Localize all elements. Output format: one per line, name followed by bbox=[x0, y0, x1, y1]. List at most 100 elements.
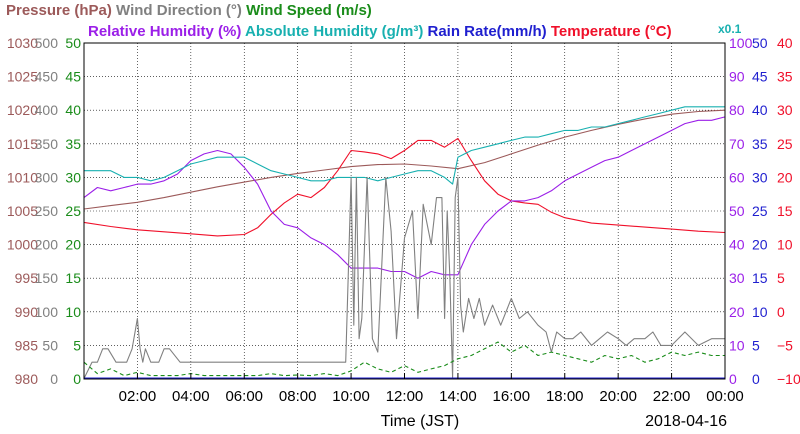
grid-lines bbox=[84, 43, 725, 379]
legend-row-2: Relative Humidity (%) Absolute Humidity … bbox=[88, 23, 672, 40]
y-tick-label: 0 bbox=[752, 371, 760, 387]
series-line bbox=[84, 106, 725, 185]
x-tick-label: 04:00 bbox=[172, 388, 210, 405]
y-tick-label: 30 bbox=[729, 270, 745, 286]
y-tick-label: 1005 bbox=[7, 203, 38, 219]
x-tick-label: 16:00 bbox=[493, 388, 531, 405]
legend-entry: Wind Direction (°) bbox=[112, 2, 242, 19]
y-tick-label: 350 bbox=[35, 136, 59, 152]
legend-entry: Absolute Humidity (g/m³) bbox=[241, 23, 423, 40]
y-tick-label: 0 bbox=[50, 371, 58, 387]
y-tick-label: 0 bbox=[777, 304, 785, 320]
y-tick-label: 5 bbox=[752, 337, 760, 353]
y-axes: 9809859909951000100510101015102010251030… bbox=[7, 35, 800, 387]
y-tick-label: 995 bbox=[15, 270, 39, 286]
y-tick-label: 50 bbox=[752, 35, 768, 51]
y-tick-label: 5 bbox=[777, 270, 785, 286]
y-tick-label: 1010 bbox=[7, 169, 38, 185]
y-tick-label: 15 bbox=[777, 203, 793, 219]
y-tick-label: 40 bbox=[777, 35, 793, 51]
y-tick-label: 25 bbox=[65, 203, 81, 219]
y-tick-label: 50 bbox=[65, 35, 81, 51]
y-tick-label: 10 bbox=[752, 304, 768, 320]
y-tick-label: 1025 bbox=[7, 69, 38, 85]
y-tick-label: 1030 bbox=[7, 35, 38, 51]
legend-entry: Pressure (hPa) bbox=[6, 2, 112, 19]
y-tick-label: 20 bbox=[729, 304, 745, 320]
y-tick-label: 1000 bbox=[7, 237, 38, 253]
y-tick-label: 20 bbox=[65, 237, 81, 253]
y-tick-label: 10 bbox=[777, 237, 793, 253]
multiplier-note: x0.1 bbox=[718, 22, 742, 36]
x-tick-label: 14:00 bbox=[439, 388, 477, 405]
x-tick-label: 02:00 bbox=[119, 388, 157, 405]
legend-entry: Rain Rate(mm/h) bbox=[423, 23, 546, 40]
x-tick-label: 20:00 bbox=[599, 388, 637, 405]
legend-entry: Temperature (°C) bbox=[547, 23, 672, 40]
series-line bbox=[83, 109, 726, 210]
y-tick-label: 100 bbox=[729, 35, 753, 51]
y-tick-label: 40 bbox=[65, 102, 81, 118]
series-line bbox=[83, 116, 726, 279]
date-label: 2018-04-16 bbox=[645, 413, 727, 430]
y-tick-label: 80 bbox=[729, 102, 745, 118]
y-tick-label: 20 bbox=[752, 237, 768, 253]
y-tick-label: 150 bbox=[35, 270, 59, 286]
y-tick-label: 10 bbox=[65, 304, 81, 320]
y-tick-label: 450 bbox=[35, 69, 59, 85]
y-tick-label: 90 bbox=[729, 69, 745, 85]
y-tick-label: 30 bbox=[65, 169, 81, 185]
x-tick-label: 22:00 bbox=[653, 388, 691, 405]
y-tick-label: −5 bbox=[777, 337, 793, 353]
x-tick-label: 10:00 bbox=[332, 388, 370, 405]
series-line bbox=[83, 137, 726, 237]
legend-entry: Relative Humidity (%) bbox=[88, 23, 241, 40]
y-tick-label: 50 bbox=[42, 337, 58, 353]
y-tick-label: 50 bbox=[729, 203, 745, 219]
y-tick-label: 15 bbox=[65, 270, 81, 286]
y-tick-label: 0 bbox=[729, 371, 737, 387]
y-tick-label: 250 bbox=[35, 203, 59, 219]
y-tick-label: 5 bbox=[73, 337, 81, 353]
y-tick-label: 35 bbox=[777, 69, 793, 85]
x-axis: 02:00 04:00 06:00 08:00 10:00 12:00 14:00 16:00… bbox=[119, 373, 744, 405]
x-tick-label: 12:00 bbox=[386, 388, 424, 405]
y-tick-label: 990 bbox=[15, 304, 39, 320]
y-tick-label: 20 bbox=[777, 169, 793, 185]
y-tick-label: 400 bbox=[35, 102, 59, 118]
x-axis-label: Time (JST) bbox=[381, 413, 460, 430]
chart-legend: Pressure (hPa) Wind Direction (°) Wind S… bbox=[6, 2, 742, 40]
y-tick-label: 300 bbox=[35, 169, 59, 185]
y-tick-label: 60 bbox=[729, 169, 745, 185]
y-tick-label: 980 bbox=[15, 371, 39, 387]
y-tick-label: 100 bbox=[35, 304, 59, 320]
y-tick-label: 40 bbox=[729, 237, 745, 253]
y-tick-label: 10 bbox=[729, 337, 745, 353]
y-tick-label: 45 bbox=[752, 69, 768, 85]
y-tick-label: 25 bbox=[777, 136, 793, 152]
y-tick-label: 1015 bbox=[7, 136, 38, 152]
y-tick-label: 15 bbox=[752, 270, 768, 286]
y-tick-label: 35 bbox=[65, 136, 81, 152]
x-tick-label: 18:00 bbox=[546, 388, 584, 405]
x-tick-label: 08:00 bbox=[279, 388, 317, 405]
series-line bbox=[83, 176, 725, 380]
y-tick-label: 1020 bbox=[7, 102, 38, 118]
plot-frame bbox=[83, 42, 726, 380]
y-tick-label: 30 bbox=[777, 102, 793, 118]
x-tick-label: 00:00 bbox=[706, 388, 744, 405]
y-tick-label: 200 bbox=[35, 237, 59, 253]
x-tick-label: 06:00 bbox=[225, 388, 263, 405]
y-tick-label: 45 bbox=[65, 69, 81, 85]
y-tick-label: 985 bbox=[15, 337, 39, 353]
y-tick-label: 70 bbox=[729, 136, 745, 152]
y-tick-label: 35 bbox=[752, 136, 768, 152]
y-tick-label: 500 bbox=[35, 35, 59, 51]
legend-entry: Wind Speed (m/s) bbox=[242, 2, 372, 19]
y-tick-label: −10 bbox=[777, 371, 800, 387]
y-tick-label: 25 bbox=[752, 203, 768, 219]
y-tick-label: 0 bbox=[73, 371, 81, 387]
legend-row-1: Pressure (hPa) Wind Direction (°) Wind S… bbox=[6, 2, 372, 19]
y-tick-label: 40 bbox=[752, 102, 768, 118]
